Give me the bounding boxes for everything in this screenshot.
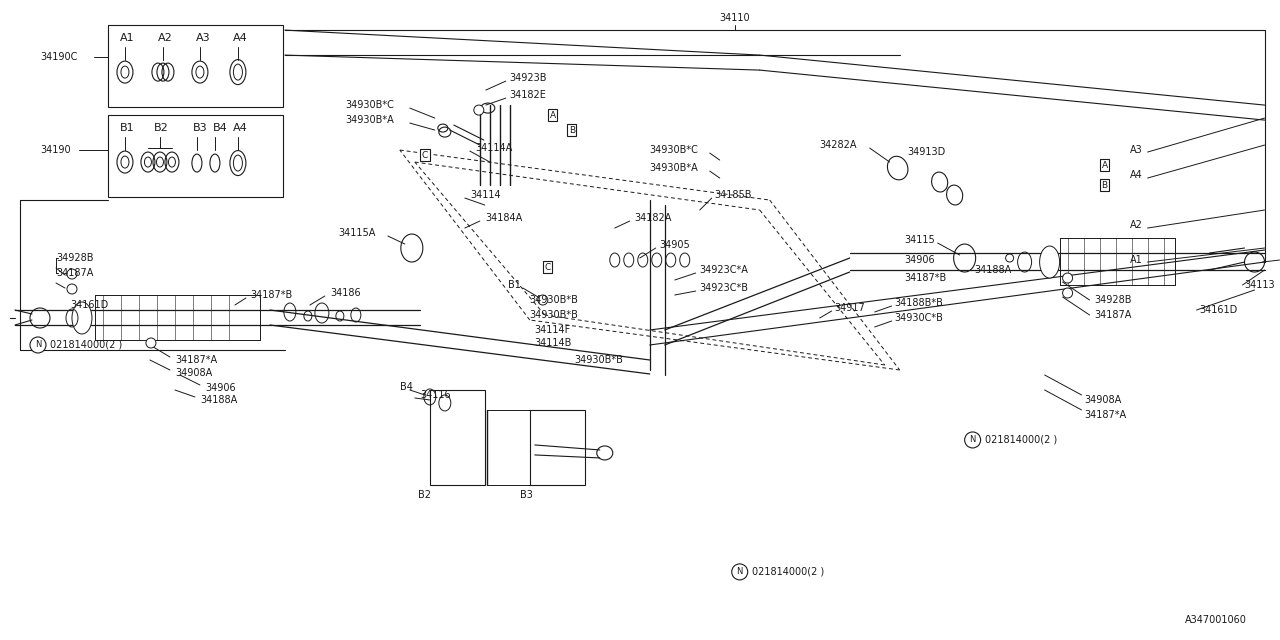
Text: 34186: 34186 (330, 288, 361, 298)
Text: 34906: 34906 (205, 383, 236, 393)
Text: A: A (549, 111, 556, 120)
Text: 34187*B: 34187*B (905, 273, 947, 283)
Text: N: N (736, 568, 742, 577)
Text: 34182E: 34182E (509, 90, 547, 100)
Text: 34930B*B: 34930B*B (530, 295, 579, 305)
Text: 34113: 34113 (1244, 280, 1275, 290)
Text: 34190: 34190 (40, 145, 70, 155)
Text: 34187A: 34187A (1094, 310, 1132, 320)
Text: 34188A: 34188A (200, 395, 237, 405)
Text: A347001060: A347001060 (1184, 615, 1247, 625)
Text: 34114: 34114 (470, 190, 500, 200)
Text: 34913D: 34913D (908, 147, 946, 157)
Text: 34908A: 34908A (175, 368, 212, 378)
Text: 34928B: 34928B (1094, 295, 1132, 305)
Circle shape (538, 295, 548, 305)
Bar (108, 25, 283, 107)
Text: 34917: 34917 (835, 303, 865, 313)
Text: A3: A3 (1129, 145, 1142, 155)
Bar (430, 390, 485, 485)
Text: 34930C*B: 34930C*B (895, 313, 943, 323)
Text: 34115A: 34115A (338, 228, 375, 238)
Text: 34116: 34116 (420, 390, 451, 400)
Bar (530, 410, 585, 485)
Text: N: N (35, 340, 41, 349)
Text: 34187*A: 34187*A (1084, 410, 1126, 420)
Text: A4: A4 (233, 123, 247, 133)
Text: N: N (969, 435, 975, 444)
Circle shape (965, 432, 980, 448)
Circle shape (474, 105, 484, 115)
Text: 34190C: 34190C (40, 52, 77, 62)
Text: 34923C*A: 34923C*A (700, 265, 749, 275)
Text: A4: A4 (233, 33, 247, 43)
Text: 34930B*B: 34930B*B (575, 355, 623, 365)
Text: A2: A2 (1129, 220, 1143, 230)
Text: 34182A: 34182A (635, 213, 672, 223)
Text: 34188B*B: 34188B*B (895, 298, 943, 308)
Text: 021814000(2 ): 021814000(2 ) (751, 567, 824, 577)
Circle shape (146, 338, 156, 348)
Text: 34923B: 34923B (509, 73, 548, 83)
Text: 34930B*C: 34930B*C (344, 100, 394, 110)
Text: 34905: 34905 (659, 240, 690, 250)
Ellipse shape (1039, 246, 1060, 278)
Text: B1: B1 (120, 123, 134, 133)
Circle shape (1062, 273, 1073, 283)
Text: B4: B4 (212, 123, 228, 133)
Text: 34930B*C: 34930B*C (650, 145, 699, 155)
Text: A: A (1102, 161, 1107, 170)
Text: C: C (545, 262, 550, 271)
Text: 34161D: 34161D (70, 300, 109, 310)
Text: A3: A3 (196, 33, 210, 43)
Text: 34114F: 34114F (535, 325, 571, 335)
Circle shape (1062, 288, 1073, 298)
Text: 34930B*A: 34930B*A (650, 163, 699, 173)
Text: 34906: 34906 (905, 255, 936, 265)
Bar (108, 115, 283, 197)
Text: 34110: 34110 (719, 13, 750, 23)
Text: 34930B*A: 34930B*A (344, 115, 394, 125)
Text: 021814000(2 ): 021814000(2 ) (984, 435, 1057, 445)
Text: 34114A: 34114A (475, 143, 512, 153)
Text: 34188A: 34188A (974, 265, 1012, 275)
Text: B3: B3 (193, 123, 207, 133)
Text: 34115: 34115 (905, 235, 936, 245)
Text: B: B (568, 125, 575, 134)
Text: B1: B1 (508, 280, 521, 290)
Text: B4: B4 (399, 382, 412, 392)
Text: 34187A: 34187A (56, 268, 93, 278)
Text: A1: A1 (120, 33, 134, 43)
Text: 34187*B: 34187*B (250, 290, 292, 300)
Text: 34908A: 34908A (1084, 395, 1121, 405)
Text: 34185B: 34185B (714, 190, 753, 200)
Text: 34114B: 34114B (535, 338, 572, 348)
Text: B: B (1102, 180, 1107, 189)
Text: B3: B3 (520, 490, 532, 500)
Text: 34184A: 34184A (485, 213, 522, 223)
Text: 34928B: 34928B (56, 253, 93, 263)
Text: B2: B2 (417, 490, 431, 500)
Circle shape (732, 564, 748, 580)
Text: B2: B2 (154, 123, 169, 133)
Text: A4: A4 (1129, 170, 1142, 180)
Circle shape (67, 284, 77, 294)
Text: 34282A: 34282A (819, 140, 858, 150)
Text: A1: A1 (1129, 255, 1142, 265)
Circle shape (67, 269, 77, 279)
Text: 34930B*B: 34930B*B (530, 310, 579, 320)
Text: A2: A2 (157, 33, 173, 43)
Text: C: C (421, 150, 428, 159)
Text: 34923C*B: 34923C*B (700, 283, 749, 293)
Ellipse shape (72, 302, 92, 334)
Text: 34161D: 34161D (1199, 305, 1238, 315)
Circle shape (29, 337, 46, 353)
Text: 34187*A: 34187*A (175, 355, 218, 365)
Text: 021814000(2 ): 021814000(2 ) (50, 340, 122, 350)
